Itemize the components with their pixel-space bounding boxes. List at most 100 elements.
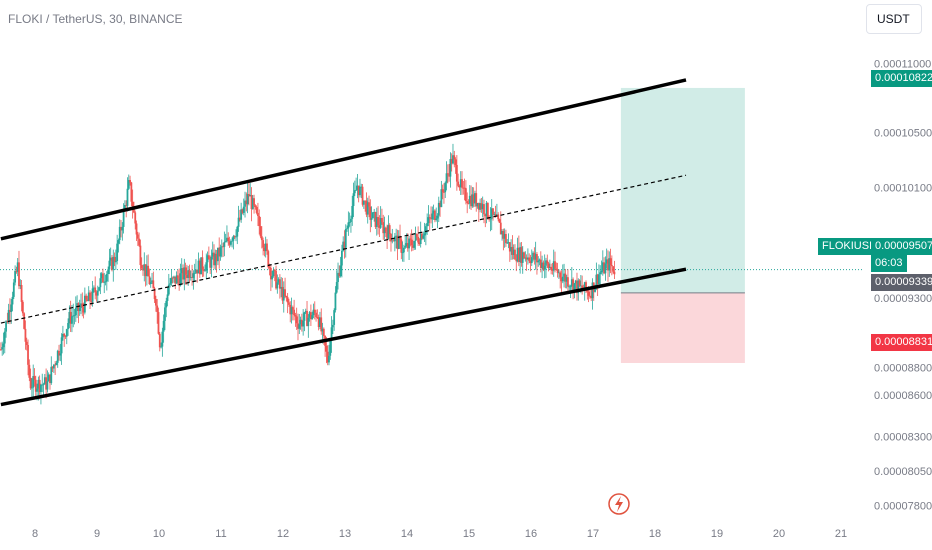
candle-body bbox=[195, 269, 197, 273]
candle-body bbox=[393, 236, 396, 242]
candle-body bbox=[151, 280, 153, 283]
candle-body bbox=[83, 295, 86, 313]
candle-body bbox=[56, 350, 59, 363]
candle-body bbox=[188, 270, 191, 278]
candle-body bbox=[197, 260, 200, 274]
candle-body bbox=[182, 268, 184, 280]
candle-body bbox=[587, 291, 590, 296]
candle-body bbox=[403, 247, 405, 253]
candle-body bbox=[104, 281, 107, 283]
candle-body bbox=[140, 265, 143, 269]
lightning-icon[interactable] bbox=[608, 493, 630, 515]
candle-body bbox=[55, 362, 58, 366]
channel-upper-line[interactable] bbox=[0, 78, 687, 241]
candle-body bbox=[152, 280, 155, 289]
candle-body bbox=[555, 268, 558, 270]
candle-body bbox=[374, 211, 377, 227]
candle-body bbox=[608, 258, 611, 271]
candle-body bbox=[138, 238, 141, 246]
candle-body bbox=[547, 263, 550, 268]
candle-body bbox=[51, 366, 54, 369]
candle-body bbox=[485, 202, 488, 217]
candle-body bbox=[19, 285, 22, 287]
candle-body bbox=[147, 265, 150, 277]
candle-body bbox=[89, 292, 91, 301]
candle-body bbox=[472, 194, 475, 204]
candle-body bbox=[201, 257, 204, 270]
candle-body bbox=[330, 327, 333, 341]
candle-body bbox=[71, 316, 73, 324]
x-tick-label: 16 bbox=[525, 528, 537, 540]
candle-body bbox=[546, 260, 549, 264]
candle-body bbox=[100, 273, 103, 279]
candle-body bbox=[450, 158, 453, 164]
candle-body bbox=[2, 343, 5, 348]
x-tick-label: 18 bbox=[649, 528, 661, 540]
candle-body bbox=[319, 317, 321, 327]
candle-body bbox=[126, 188, 129, 206]
candle-body bbox=[205, 262, 208, 271]
candle-body bbox=[90, 300, 93, 302]
candle-body bbox=[603, 262, 606, 274]
candle-body bbox=[428, 217, 431, 219]
candle-body bbox=[424, 226, 427, 234]
target-zone[interactable] bbox=[620, 87, 745, 293]
candle-body bbox=[204, 270, 206, 272]
candle-body bbox=[173, 276, 175, 278]
candle-body bbox=[295, 316, 298, 324]
candle-body bbox=[222, 246, 224, 248]
candle-body bbox=[502, 231, 505, 239]
candle-body bbox=[111, 257, 113, 270]
candle-body bbox=[559, 272, 562, 278]
candle-body bbox=[85, 295, 88, 300]
candle-body bbox=[267, 251, 270, 268]
candle-body bbox=[166, 294, 169, 301]
candle-body bbox=[515, 259, 518, 262]
candle-body bbox=[99, 278, 102, 288]
x-tick-label: 20 bbox=[773, 528, 785, 540]
candle-body bbox=[601, 262, 604, 271]
channel-middle-line[interactable] bbox=[0, 174, 687, 324]
candle-body bbox=[435, 218, 438, 221]
candle-body bbox=[184, 267, 187, 275]
stop-zone[interactable] bbox=[620, 292, 745, 363]
candle-body bbox=[86, 299, 89, 301]
candle-body bbox=[468, 195, 471, 204]
candle-body bbox=[561, 276, 564, 282]
candle-body bbox=[153, 288, 156, 299]
candle-body bbox=[612, 266, 615, 272]
candle-body bbox=[589, 295, 591, 297]
candle-body bbox=[302, 320, 305, 327]
candle-body bbox=[436, 215, 439, 219]
candle-body bbox=[378, 225, 381, 228]
candle-body bbox=[604, 263, 607, 274]
candle-body bbox=[202, 269, 205, 271]
currency-button[interactable]: USDT bbox=[866, 4, 922, 34]
candle-body bbox=[238, 217, 241, 220]
candle-body bbox=[149, 282, 152, 285]
candle-body bbox=[73, 315, 76, 316]
candle-body bbox=[463, 187, 466, 189]
candle-body bbox=[144, 264, 147, 277]
candle-body bbox=[439, 202, 441, 208]
candle-body bbox=[369, 206, 372, 220]
candle-body bbox=[454, 159, 457, 165]
x-tick-label: 19 bbox=[711, 528, 723, 540]
chart-title: FLOKI / TetherUS, 30, BINANCE bbox=[8, 12, 183, 26]
channel-lower-line[interactable] bbox=[0, 267, 687, 407]
candle-body bbox=[41, 384, 44, 386]
candle-body bbox=[360, 186, 363, 188]
candle-body bbox=[258, 216, 261, 227]
candle-body bbox=[251, 198, 254, 210]
candle-body bbox=[246, 194, 249, 205]
candle-body bbox=[143, 264, 146, 271]
x-tick-label: 9 bbox=[94, 528, 100, 540]
candle-body bbox=[552, 261, 555, 271]
candle-body bbox=[341, 250, 343, 266]
candle-body bbox=[277, 279, 280, 283]
candle-body bbox=[139, 245, 142, 266]
candle-body bbox=[568, 286, 571, 288]
candle-body bbox=[503, 234, 506, 239]
candle-body bbox=[368, 202, 370, 207]
